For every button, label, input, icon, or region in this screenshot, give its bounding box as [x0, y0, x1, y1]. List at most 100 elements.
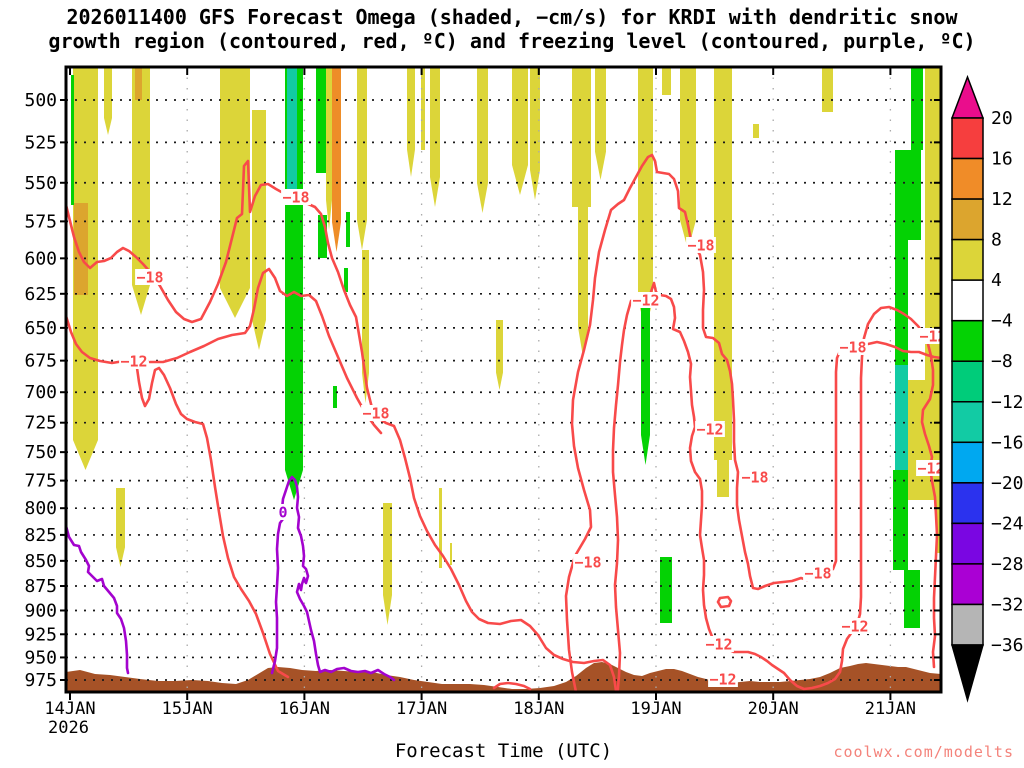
- colorbar-label: −24: [991, 513, 1024, 534]
- omega-band: [344, 268, 348, 292]
- contour-label-bg: [916, 460, 941, 476]
- colorbar-under-arrow: [951, 644, 984, 703]
- contour-line--12: [492, 681, 532, 691]
- omega-band: [595, 67, 606, 180]
- contour-line--12: [716, 595, 733, 609]
- chart-title-line1: 2026011400 GFS Forecast Omega (shaded, −…: [66, 5, 958, 29]
- omega-band: [496, 320, 503, 390]
- contour-label: −18: [136, 269, 163, 287]
- omega-band: [74, 203, 88, 295]
- colorbar-segment: [951, 401, 984, 444]
- x-tick-label: 15JAN: [162, 699, 213, 719]
- contour-label-bg: [840, 618, 870, 634]
- colorbar-label: −20: [991, 473, 1024, 494]
- contour-label-bg: [704, 636, 734, 652]
- y-tick-label: 725: [24, 413, 57, 434]
- y-tick-label: 700: [24, 382, 57, 403]
- contour-label-bg: [135, 269, 165, 285]
- omega-band: [512, 67, 528, 195]
- y-tick-label: 550: [24, 173, 57, 194]
- omega-band: [383, 503, 392, 625]
- omega-band: [318, 215, 327, 258]
- omega-band: [116, 488, 125, 567]
- contour-label: −18: [362, 405, 389, 423]
- dendritic-growth-contours: [66, 153, 941, 692]
- colorbar-label: −8: [991, 351, 1013, 372]
- contour-label: −18: [804, 565, 831, 583]
- omega-band: [925, 67, 941, 380]
- colorbar-segment: [951, 563, 984, 606]
- omega-band: [220, 67, 250, 318]
- omega-band: [572, 67, 591, 207]
- plot-area: −18 −18 −18 −18 −18 −18 −18 −18 −12 −12 −12 −12 −12 −…: [66, 67, 944, 692]
- omega-band: [316, 67, 327, 173]
- colorbar-label: 16: [991, 149, 1013, 170]
- colorbar-over-arrow: [950, 74, 985, 119]
- omega-band: [439, 488, 442, 568]
- contour-line-0: [66, 524, 130, 675]
- omega-band: [895, 150, 921, 240]
- colorbar-label: 4: [991, 270, 1002, 291]
- contour-label-bg: [695, 421, 725, 437]
- y-tick-label: 850: [24, 551, 57, 572]
- omega-band: [660, 557, 672, 623]
- contour-line-0: [270, 475, 396, 682]
- x-tick-label: 16JAN: [279, 699, 330, 719]
- contour-label: −12: [709, 671, 736, 689]
- contour-label-bg: [573, 554, 603, 570]
- omega-band: [530, 67, 540, 200]
- y-tick-label: 825: [24, 525, 57, 546]
- y-tick-label: 950: [24, 647, 57, 668]
- colorbar: 20 16 12 8 4 −4 −8 −12 −16 −20 −24 −28 −32 −36: [950, 74, 1024, 703]
- colorbar-segment: [951, 441, 984, 484]
- y-tick-label: 925: [24, 624, 57, 645]
- omega-band: [450, 543, 452, 565]
- contour-label-bg: [708, 671, 738, 687]
- x-axis-title: Forecast Time (UTC): [394, 740, 613, 762]
- contour-label: −12: [632, 292, 659, 310]
- omega-band: [104, 67, 112, 135]
- contour-label-bg: [281, 189, 311, 205]
- y-tick-label: 750: [24, 442, 57, 463]
- y-tick-label: 775: [24, 471, 57, 492]
- watermark-link[interactable]: coolwx.com/modelts: [833, 743, 1014, 761]
- colorbar-segment: [951, 482, 984, 525]
- contour-label-bg: [803, 565, 833, 581]
- contour-label: −18: [574, 554, 601, 572]
- x-tick-label: 20JAN: [748, 699, 799, 719]
- colorbar-label: −4: [991, 311, 1013, 332]
- omega-band: [135, 67, 142, 100]
- colorbar-segment: [951, 319, 984, 362]
- omega-band: [357, 67, 367, 250]
- contour-label: −18: [687, 237, 714, 255]
- omega-band: [326, 67, 332, 230]
- colorbar-segment: [951, 238, 984, 281]
- colorbar-label: −16: [991, 432, 1024, 453]
- colorbar-segment: [951, 117, 984, 160]
- omega-band: [407, 67, 415, 177]
- colorbar-label: 12: [991, 189, 1013, 210]
- colorbar-label: −32: [991, 594, 1024, 615]
- y-tick-label: 500: [24, 90, 57, 111]
- omega-band: [822, 67, 833, 112]
- colorbar-label: −36: [991, 635, 1024, 656]
- x-tick-label: 21JAN: [865, 699, 916, 719]
- omega-band: [132, 67, 150, 315]
- omega-band: [714, 67, 732, 460]
- colorbar-label: 8: [991, 230, 1002, 251]
- contour-label: −12: [120, 353, 147, 371]
- y-tick-label: 900: [24, 600, 57, 621]
- colorbar-segment: [951, 279, 984, 322]
- contour-label: −12: [917, 460, 944, 478]
- omega-shading: [71, 67, 941, 628]
- omega-band: [477, 67, 488, 213]
- colorbar-segment: [951, 198, 984, 241]
- y-tick-label: 975: [24, 670, 57, 691]
- y-tick-label: 600: [24, 248, 57, 269]
- y-tick-label: 800: [24, 498, 57, 519]
- omega-band: [332, 67, 341, 252]
- omega-band: [753, 124, 759, 138]
- contour-line--12: [148, 267, 383, 435]
